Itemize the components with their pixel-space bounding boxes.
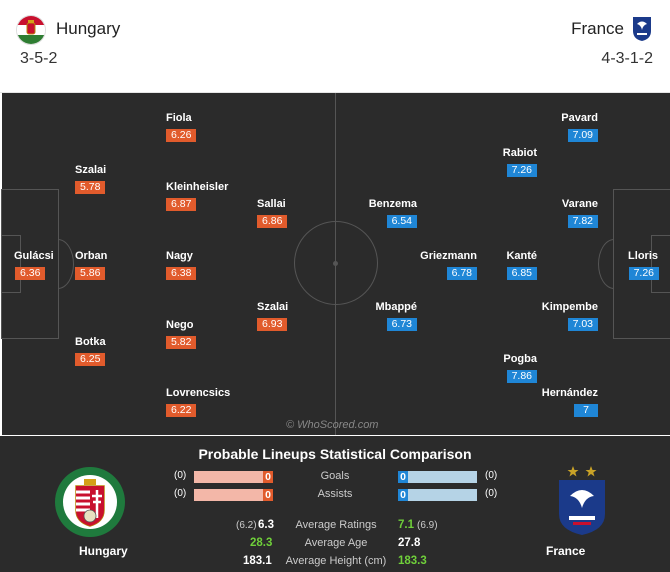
player-name[interactable]: Nego: [166, 319, 194, 331]
player-rating: 6.87: [166, 198, 197, 211]
goals-home-value: 0: [263, 471, 273, 483]
age-home-value: 28.3: [250, 537, 273, 549]
player-name[interactable]: Lloris: [628, 250, 658, 262]
hungary-flag-icon: [16, 15, 46, 45]
assists-home-previous: (0): [174, 488, 187, 499]
height-label: Average Height (cm): [285, 555, 387, 567]
height-away-value: 183.3: [398, 555, 427, 567]
player-rating: 6.73: [386, 318, 417, 331]
assists-label: Assists: [317, 488, 353, 500]
home-team-name[interactable]: Hungary: [56, 19, 121, 38]
player-name[interactable]: Orban: [75, 250, 108, 262]
player-rating: 7.86: [506, 370, 537, 383]
assists-home-value: 0: [263, 489, 273, 501]
player-rating: 6.25: [75, 353, 106, 366]
goals-away-bar: [398, 471, 477, 483]
statistical-comparison: Probable Lineups Statistical Comparison …: [0, 436, 670, 572]
player-name[interactable]: Kanté: [506, 250, 537, 262]
player-name[interactable]: Hernández: [541, 387, 598, 399]
home-team-label: Hungary: [79, 544, 128, 558]
player-name[interactable]: Kleinheisler: [166, 181, 229, 193]
player-name[interactable]: Botka: [75, 336, 106, 348]
assists-home-bar: [194, 489, 268, 501]
player-rating: 7.03: [567, 318, 598, 331]
goals-away-value: 0: [398, 471, 408, 483]
away-team-name[interactable]: France: [571, 19, 624, 38]
player-name[interactable]: Varane: [561, 198, 598, 210]
assists-away-previous: (0): [485, 488, 498, 499]
player-name[interactable]: Pogba: [503, 353, 537, 365]
player-name[interactable]: Benzema: [368, 198, 417, 210]
player-rating: 6.86: [257, 215, 288, 228]
player-rating: 6.78: [446, 267, 477, 280]
watermark: © WhoScored.com: [286, 419, 379, 431]
player-rating: 6.93: [257, 318, 288, 331]
player-name[interactable]: Nagy: [166, 250, 193, 262]
away-goal-box: [651, 235, 670, 293]
center-circle: [294, 221, 378, 305]
player-rating: 6.54: [386, 215, 417, 228]
goals-home-bar: [194, 471, 268, 483]
player-rating: 7.26: [506, 164, 537, 177]
away-formation: 4-3-1-2: [601, 50, 653, 67]
goals-away-previous: (0): [485, 470, 498, 481]
player-rating: 7: [574, 404, 598, 417]
ratings-label: Average Ratings: [295, 519, 377, 531]
height-home-value: 183.1: [243, 555, 272, 567]
player-name[interactable]: Griezmann: [420, 250, 477, 262]
center-spot: [333, 261, 338, 266]
player-rating: 5.78: [75, 181, 106, 194]
player-name[interactable]: Pavard: [561, 112, 598, 124]
ratings-home-previous: (6.2): [236, 520, 257, 531]
comparison-title: Probable Lineups Statistical Comparison: [198, 446, 472, 462]
player-name[interactable]: Fiola: [166, 112, 192, 124]
home-formation: 3-5-2: [20, 50, 58, 67]
player-rating: 6.26: [166, 129, 197, 142]
player-rating: 6.22: [166, 404, 197, 417]
age-away-value: 27.8: [398, 537, 421, 549]
player-rating: 7.82: [567, 215, 598, 228]
france-crest-icon: [557, 464, 607, 536]
player-rating: 6.38: [166, 267, 197, 280]
ratings-home-value: 6.3: [258, 519, 274, 531]
ratings-away-previous: (6.9): [417, 520, 438, 531]
player-name[interactable]: Mbappé: [375, 301, 417, 313]
player-name[interactable]: Rabiot: [502, 147, 537, 159]
assists-away-bar: [398, 489, 477, 501]
pitch: Gulácsi 6.36 Szalai 5.78 Orban 5.86 Botk…: [1, 93, 670, 435]
player-name[interactable]: Sallai: [257, 198, 286, 210]
hungary-crest-icon: [54, 466, 126, 538]
match-header: Hungary 3-5-2 France 4-3-1-2: [0, 0, 670, 93]
home-goal-box: [1, 235, 21, 293]
player-name[interactable]: Gulácsi: [14, 250, 54, 262]
player-rating: 6.36: [15, 267, 46, 280]
player-rating: 5.86: [75, 267, 106, 280]
player-name[interactable]: Lovrencsics: [166, 387, 231, 399]
france-federation-icon: [632, 16, 652, 42]
player-name[interactable]: Kimpembe: [541, 301, 598, 313]
assists-away-value: 0: [398, 489, 408, 501]
player-name[interactable]: Szalai: [75, 164, 107, 176]
goals-label: Goals: [320, 470, 350, 482]
away-team-label: France: [546, 544, 586, 558]
age-label: Average Age: [304, 537, 368, 549]
ratings-away-value: 7.1: [398, 519, 414, 531]
goals-home-previous: (0): [174, 470, 187, 481]
player-rating: 7.09: [567, 129, 598, 142]
player-rating: 6.85: [506, 267, 537, 280]
player-name[interactable]: Szalai: [257, 301, 289, 313]
player-rating: 5.82: [166, 336, 197, 349]
player-rating: 7.26: [628, 267, 659, 280]
